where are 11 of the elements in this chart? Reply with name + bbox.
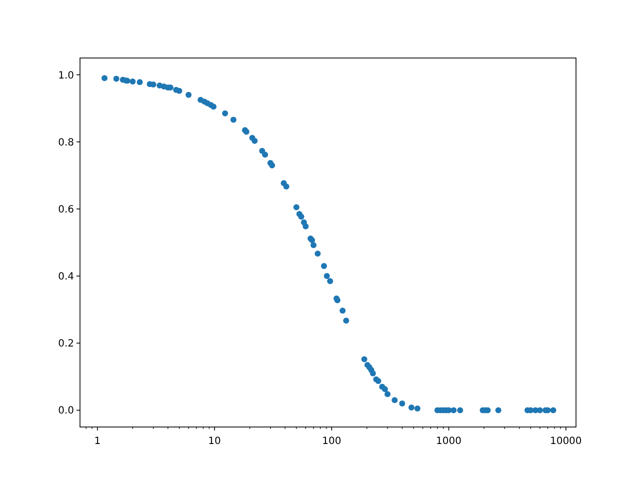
- y-tick-label: 0.6: [58, 204, 74, 216]
- x-tick-label: 1000: [436, 436, 462, 447]
- y-tick-label: 1.0: [58, 70, 74, 82]
- x-tick-label: 10000: [550, 436, 582, 447]
- x-tick-label: 1: [94, 436, 101, 447]
- y-tick-label: 0.0: [58, 406, 74, 417]
- x-tick-label: 10: [208, 436, 221, 447]
- x-tick-label: 100: [322, 436, 342, 447]
- y-tick-label: 0.8: [58, 137, 74, 148]
- y-tick-label: 0.2: [58, 338, 74, 350]
- y-tick-label: 0.4: [58, 272, 74, 283]
